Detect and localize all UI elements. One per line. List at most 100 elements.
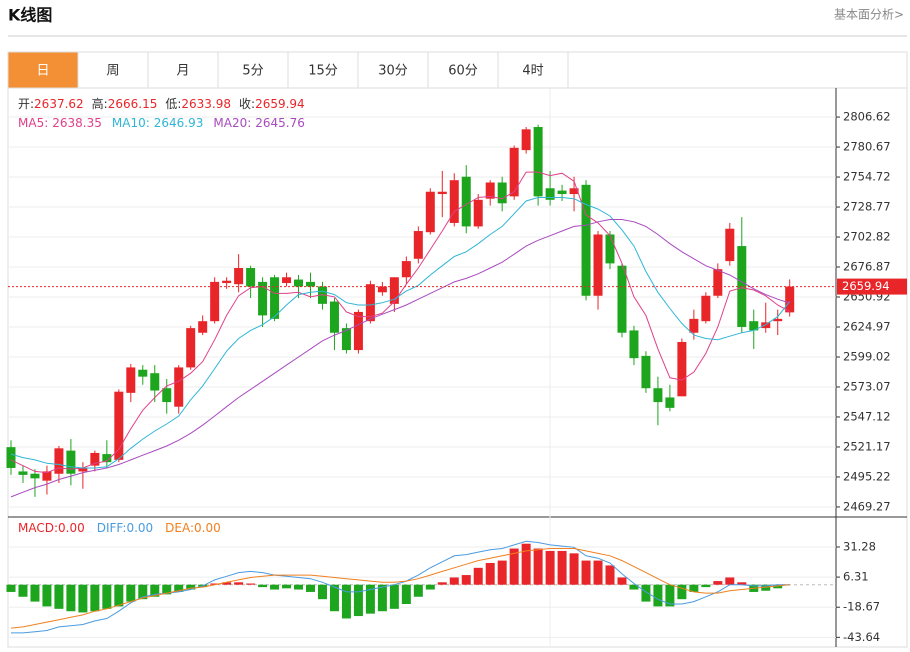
macd-bar bbox=[665, 584, 675, 607]
y-tick-label: 2599.02 bbox=[843, 349, 891, 363]
macd-bar bbox=[6, 584, 16, 592]
macd-bar bbox=[725, 577, 735, 585]
legend-name: DEA: bbox=[165, 521, 194, 535]
tab-label[interactable]: 5分 bbox=[242, 64, 263, 79]
macd-bar bbox=[557, 550, 567, 585]
macd-bar bbox=[150, 584, 160, 597]
candle-body bbox=[521, 129, 531, 151]
candle-body bbox=[317, 286, 327, 304]
candle-body bbox=[653, 388, 663, 403]
macd-line bbox=[10, 548, 790, 629]
tab[interactable] bbox=[497, 51, 569, 89]
macd-bar bbox=[210, 583, 220, 585]
candle-body bbox=[258, 281, 268, 316]
tab-label[interactable]: 4时 bbox=[522, 64, 543, 79]
macd-bar bbox=[329, 584, 339, 612]
y-tick-label: -43.64 bbox=[843, 630, 880, 644]
tab[interactable] bbox=[427, 51, 499, 89]
macd-bar bbox=[773, 584, 783, 589]
macd-bar bbox=[317, 584, 327, 600]
tab-label[interactable]: 日 bbox=[36, 64, 49, 79]
macd-bar bbox=[485, 563, 495, 585]
candle-body bbox=[294, 279, 304, 287]
ma-line bbox=[10, 171, 790, 474]
tab-label[interactable]: 30分 bbox=[378, 64, 408, 79]
candle-body bbox=[198, 321, 208, 333]
candle-body bbox=[42, 471, 52, 481]
candle-body bbox=[138, 369, 148, 377]
candle-body bbox=[605, 234, 615, 264]
macd-bar bbox=[605, 565, 615, 585]
macd-bar bbox=[413, 584, 423, 597]
candle-body bbox=[461, 176, 471, 227]
candle-body bbox=[401, 261, 411, 278]
candle-body bbox=[174, 367, 184, 407]
tab-label[interactable]: 60分 bbox=[448, 64, 478, 79]
candle-body bbox=[90, 452, 100, 466]
macd-bar bbox=[54, 584, 64, 609]
candle-body bbox=[389, 277, 399, 304]
tab[interactable] bbox=[147, 51, 219, 89]
y-tick-label: 2547.12 bbox=[843, 409, 891, 423]
macd-bar bbox=[629, 584, 639, 590]
macd-bar bbox=[341, 584, 351, 619]
candle-body bbox=[126, 367, 136, 393]
candle-body bbox=[485, 182, 495, 199]
candle-body bbox=[377, 286, 387, 293]
tab[interactable] bbox=[287, 51, 359, 89]
candle-body bbox=[677, 341, 687, 397]
macd-bar bbox=[42, 584, 52, 607]
candle-body bbox=[102, 454, 112, 463]
macd-bar bbox=[581, 560, 591, 585]
tab[interactable] bbox=[77, 51, 149, 89]
macd-bar bbox=[533, 548, 543, 585]
macd-bar bbox=[677, 584, 687, 600]
y-tick-label: 6.31 bbox=[843, 570, 869, 584]
y-tick-label: 2573.07 bbox=[843, 379, 891, 393]
ohlc-readout: 开:2637.62 高:2666.15 低:2633.98 收:2659.94 bbox=[18, 96, 305, 111]
macd-bar bbox=[270, 584, 280, 590]
candle-body bbox=[569, 188, 579, 195]
candle-body bbox=[557, 190, 567, 195]
y-tick-label: 2521.17 bbox=[843, 439, 891, 453]
ohlc-value: 2666.15 bbox=[108, 97, 158, 111]
tab[interactable] bbox=[7, 51, 79, 89]
legend-name: DIFF: bbox=[97, 521, 127, 535]
ma-line bbox=[10, 219, 790, 498]
candle-body bbox=[437, 191, 447, 195]
candle-body bbox=[162, 388, 172, 403]
tab-label[interactable]: 月 bbox=[176, 64, 189, 79]
macd-bar bbox=[294, 584, 304, 590]
ohlc-label: 高: bbox=[92, 96, 108, 111]
macd-bar bbox=[30, 584, 40, 602]
macd-bar bbox=[689, 584, 699, 592]
macd-bar bbox=[401, 584, 411, 604]
candle-body bbox=[617, 265, 627, 333]
tab-label[interactable]: 周 bbox=[106, 64, 119, 79]
candle-body bbox=[629, 330, 639, 359]
y-tick-label: -18.67 bbox=[843, 600, 880, 614]
ohlc-value: 2633.98 bbox=[181, 97, 231, 111]
macd-bar bbox=[90, 584, 100, 612]
candle-body bbox=[713, 269, 723, 296]
macd-bar bbox=[365, 584, 375, 614]
frame bbox=[7, 51, 908, 648]
macd-bar bbox=[306, 584, 315, 592]
macd-bar bbox=[425, 584, 435, 590]
candle-body bbox=[150, 373, 160, 391]
candle-body bbox=[30, 473, 40, 479]
macd-bar bbox=[737, 582, 747, 585]
legend-name: MA10: bbox=[112, 116, 150, 130]
macd-bar bbox=[138, 584, 148, 600]
macd-bar bbox=[593, 560, 603, 585]
tab-label[interactable]: 15分 bbox=[308, 64, 338, 79]
candle-body bbox=[785, 286, 795, 313]
macd-readout: MACD:0.00 DIFF:0.00 DEA:0.00 bbox=[18, 521, 221, 535]
ohlc-value: 2637.62 bbox=[34, 97, 84, 111]
macd-bar bbox=[66, 584, 76, 612]
candle-body bbox=[234, 268, 244, 285]
candle-body bbox=[581, 184, 591, 296]
legend-value: 0.00 bbox=[58, 521, 85, 535]
link[interactable]: 基本面分析> bbox=[834, 8, 904, 22]
